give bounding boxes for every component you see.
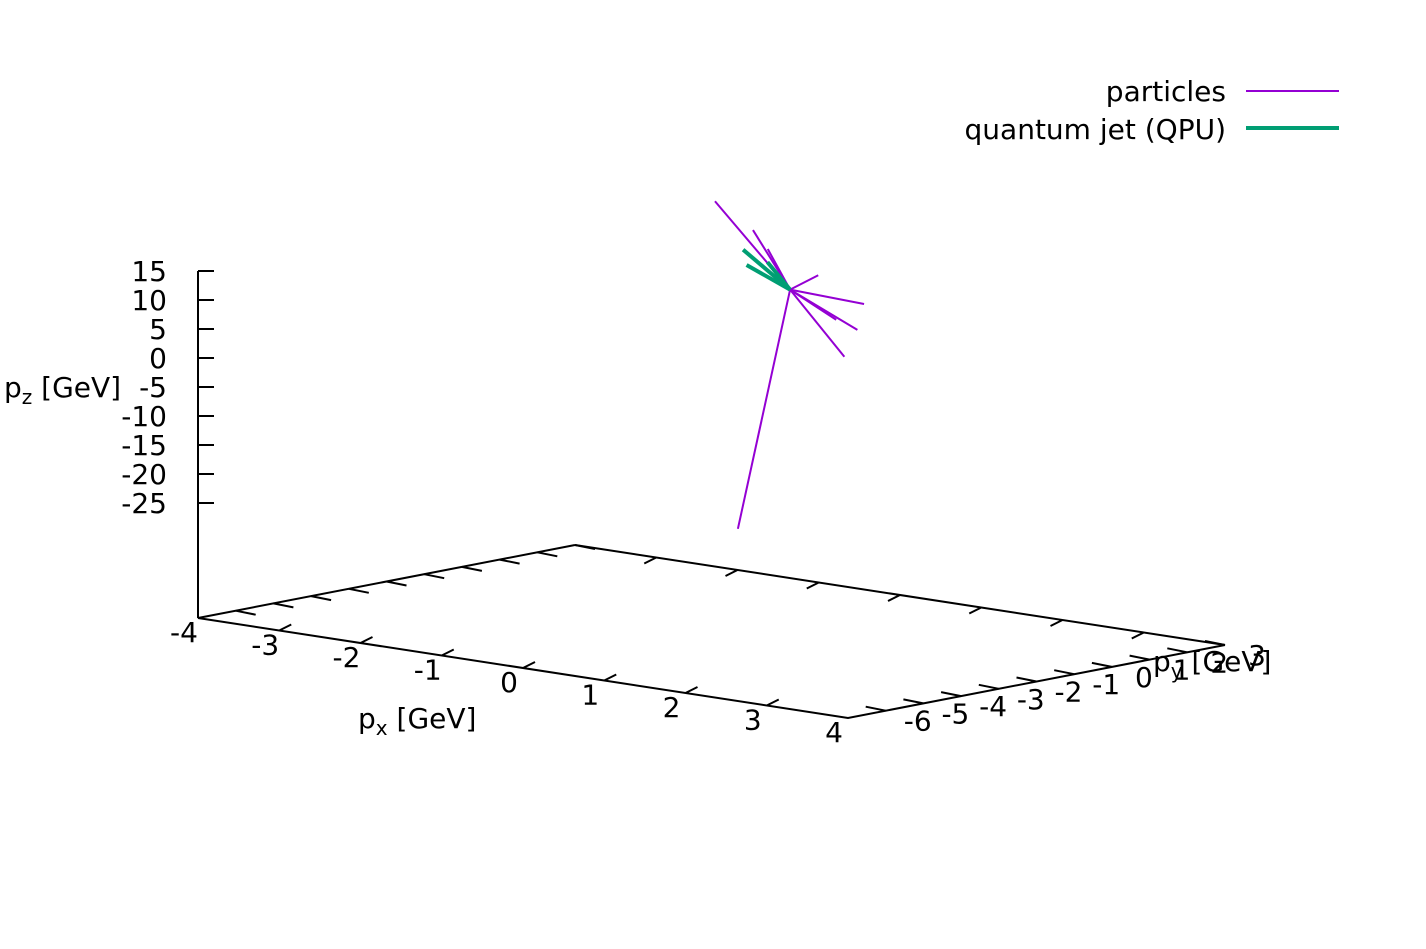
x-tick-label: -2 [333,641,361,674]
z-tick-label: 5 [149,313,167,346]
z-tick-label: -5 [139,371,167,404]
x-tick-label: -1 [414,654,442,687]
z-axis-label-base: p [4,371,22,404]
x-tick-mark-back [887,594,901,602]
jet-vector [745,263,792,292]
z-tick-label: -15 [121,429,167,462]
x-tick-label: 3 [744,704,762,737]
legend-label-particles: particles [1106,75,1226,108]
z-tick-label: 0 [149,342,167,375]
z-tick-label: 15 [131,255,167,288]
jet-vector [765,260,792,291]
chart-axes: -4 -3 -2 -1 0 1 2 3 4 -6 -5 -4 -3 -2 -1 0 1 2 3 151050-5-… [121,255,1266,749]
x-tick-label: -4 [170,616,198,649]
y-tick-mark [940,691,962,698]
y-tick-label: 2 [1210,646,1228,679]
y-axis-label-sub: y [1171,659,1183,683]
y-tick-mark-left [499,558,520,565]
y-axis-label-unit: [GeV] [1183,645,1272,678]
y-tick-mark-left [273,602,294,609]
particle-vector [789,288,865,306]
x-tick-mark [360,636,373,644]
z-axis-label: pz [GeV] [4,371,121,409]
y-axis-label: py [GeV] [1153,645,1271,683]
y-tick-mark [1054,669,1075,676]
y-tick-mark [978,683,999,690]
legend-entry-particles: particles [1106,75,1339,108]
x-tick-mark-back [1050,619,1063,627]
x-tick-mark [603,673,617,682]
y-tick-label: -4 [979,690,1007,723]
x-axis-ticks: -4 -3 -2 -1 0 1 2 3 4 [170,556,1145,749]
y-tick-label: -5 [941,697,969,730]
x-axis-label: px [GeV] [358,702,476,740]
particle-vector [736,289,792,530]
particle-vector [789,288,858,331]
legend-entry-quantum-jet: quantum jet (QPU) [965,113,1339,146]
y-tick-mark [1167,647,1188,654]
particle-vector [789,289,846,358]
y-tick-mark-left [461,565,483,572]
y-tick-mark [1129,654,1150,661]
z-tick-label: 10 [131,284,167,317]
y-tick-mark-left [235,609,256,616]
z-tick-label: -20 [121,458,167,491]
x-tick-mark [522,661,536,669]
x-axis-label-base: p [358,702,376,735]
x-tick-mark-back [643,556,657,565]
y-tick-label: 0 [1135,661,1153,694]
x-tick-label: 4 [825,716,843,749]
x-axis-label-sub: x [376,716,388,740]
y-tick-mark-left [310,595,332,602]
series-particles [714,200,865,530]
z-tick-label: -25 [121,487,167,520]
x-tick-label: -3 [251,629,279,662]
y-tick-mark-left [348,587,369,594]
x-tick-label: 2 [663,691,681,724]
x-tick-mark [441,648,455,657]
y-axis-label-base: p [1153,645,1171,678]
y-tick-mark-left [424,573,445,580]
y-axis-ticks: -6 -5 -4 -3 -2 -1 0 1 2 3 [235,544,1266,738]
y-tick-mark-left [386,580,407,587]
z-axis-label-sub: z [22,385,33,409]
x-tick-label: 0 [500,666,518,699]
z-axis-label-unit: [GeV] [32,371,121,404]
y-tick-label: 1 [1173,654,1191,687]
y-tick-label: -3 [1017,683,1045,716]
legend-label-quantum-jet: quantum jet (QPU) [965,113,1226,146]
y-tick-mark-left [574,544,596,550]
z-tick-label: -10 [121,400,167,433]
x-tick-mark [278,623,292,632]
y-tick-label: -2 [1055,676,1083,709]
y-tick-mark [1091,661,1113,668]
series-layer [714,200,865,530]
y-tick-label: 3 [1248,639,1266,672]
x-axis-label-unit: [GeV] [388,702,477,735]
x-tick-mark [766,698,780,707]
particle-vector [789,274,819,291]
y-tick-mark [1016,676,1037,683]
x-tick-mark-back [806,581,820,590]
y-tick-mark-left [537,551,558,558]
y-tick-label: -1 [1092,668,1120,701]
x-tick-mark-back [725,569,738,577]
y-tick-mark [865,705,886,712]
x-tick-mark-back [1131,631,1145,640]
y-tick-mark [903,698,924,705]
x-tick-mark-back [968,606,982,615]
x-tick-mark [685,686,698,694]
y-tick-mark [1204,640,1226,646]
x-tick-label: 1 [581,679,599,712]
series-quantum-jet [741,248,792,292]
y-tick-label: -6 [904,705,932,738]
legend: particles quantum jet (QPU) [965,75,1339,146]
